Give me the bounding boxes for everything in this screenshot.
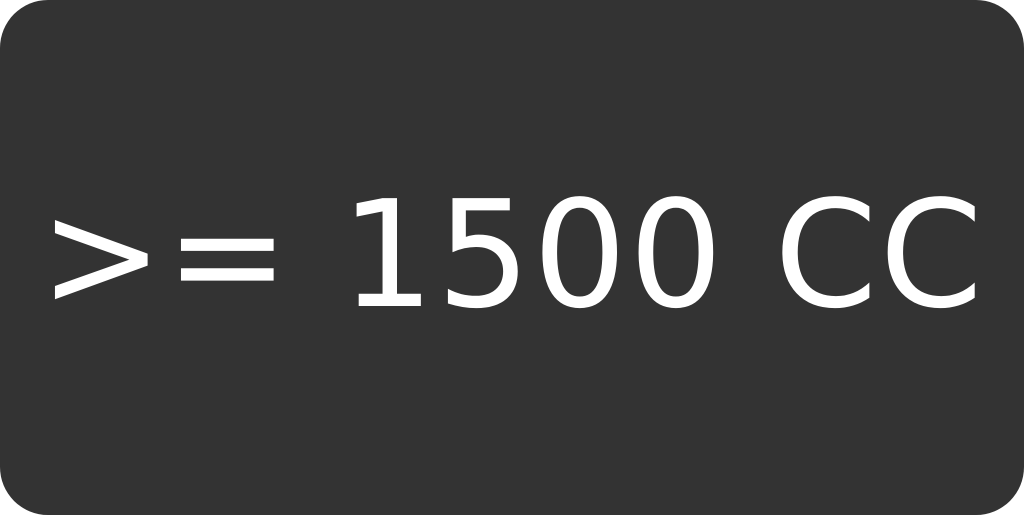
engine-capacity-label: >= 1500 CC [39,168,985,341]
